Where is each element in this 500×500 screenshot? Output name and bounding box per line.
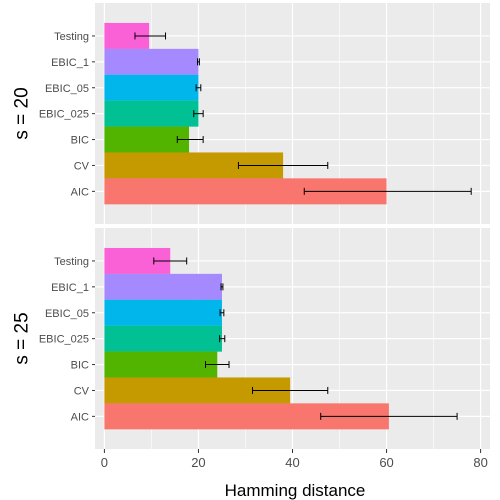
y-tick-label: AIC <box>71 411 89 423</box>
y-tick-label: EBIC_1 <box>51 57 89 69</box>
panel-2: AIC CV BIC EBIC_025 EBIC_05 EBIC_1 Testing s = … <box>12 228 490 449</box>
bar-bic <box>104 351 218 378</box>
bar-ebic-025 <box>104 325 222 352</box>
panels-layer: AIC CV BIC EBIC_025 EBIC_05 EBIC_1 Testing s = … <box>12 3 490 449</box>
y-tick-label: Testing <box>54 256 89 268</box>
error-bar <box>237 161 329 169</box>
y-tick-label: AIC <box>71 186 89 198</box>
panel-strip-label: s = 20 <box>12 87 33 139</box>
bar-ebic-1 <box>104 273 222 300</box>
error-bar <box>219 309 225 317</box>
y-tick-label: CV <box>74 385 90 397</box>
x-axis-title: Hamming distance <box>225 481 366 500</box>
bar-ebic-05 <box>104 299 222 326</box>
error-bar <box>153 257 188 265</box>
x-tick-label: 60 <box>379 455 393 470</box>
x-tick-label: 80 <box>473 455 487 470</box>
y-tick-label: BIC <box>71 135 89 147</box>
y-tick-label: EBIC_025 <box>39 334 89 346</box>
x-axis: 0 20 40 60 80 <box>101 449 488 470</box>
y-tick-label: EBIC_1 <box>51 282 89 294</box>
error-bar <box>219 335 226 343</box>
y-tick-label: EBIC_025 <box>39 109 89 121</box>
panel-1: AIC CV BIC EBIC_025 EBIC_05 EBIC_1 Testing s = … <box>12 3 490 224</box>
error-bar <box>205 361 230 369</box>
error-bar <box>193 110 204 118</box>
x-tick-label: 40 <box>285 455 299 470</box>
error-bar <box>320 412 458 420</box>
y-tick-label: EBIC_05 <box>45 308 89 320</box>
y-tick-label: Testing <box>54 31 89 43</box>
bar-bic <box>104 126 190 153</box>
error-bar <box>134 32 167 40</box>
y-tick-label: CV <box>74 160 90 172</box>
error-bar <box>195 84 202 92</box>
bar-ebic-05 <box>104 74 199 101</box>
error-bar <box>176 136 204 144</box>
bar-ebic-1 <box>104 48 199 75</box>
bar-ebic-025 <box>104 100 199 127</box>
y-tick-label: BIC <box>71 360 89 372</box>
y-tick-label: EBIC_05 <box>45 83 89 95</box>
panel-strip-label: s = 25 <box>12 312 33 364</box>
error-bar <box>197 58 200 66</box>
error-bar <box>252 386 329 394</box>
error-bar <box>220 283 224 291</box>
error-bar <box>303 187 472 195</box>
x-tick-label: 20 <box>191 455 205 470</box>
x-tick-label: 0 <box>101 455 108 470</box>
